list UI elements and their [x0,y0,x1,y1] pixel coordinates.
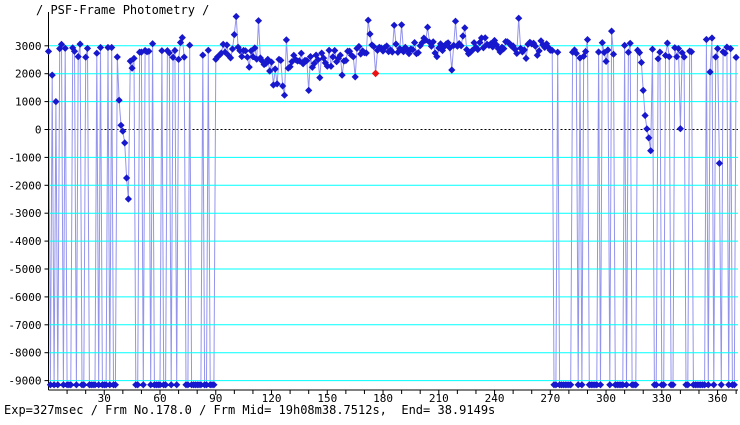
axes [48,12,738,391]
x-tick-label: 90 [209,392,222,405]
y-tick-label: -1000 [8,151,41,164]
current-frame-marker [371,69,380,78]
series-connecting-lines [48,16,737,386]
x-axis-tick-labels: 30 60 90 120 150 180 210 240 270 300 330 360 [98,392,728,405]
x-tick-label: 360 [708,392,728,405]
x-tick-label: 150 [317,392,337,405]
y-tick-label: -4000 [8,235,41,248]
y-tick-label: -7000 [8,319,41,332]
x-tick-label: 210 [429,392,449,405]
y-tick-label: -2000 [8,179,41,192]
y-tick-label: -8000 [8,347,41,360]
y-tick-label: -5000 [8,263,41,276]
y-tick-label: -3000 [8,207,41,220]
y-axis-tick-labels: 3000 2000 1000 0 -1000 -2000 -3000 -4000 -5000 -6… [8,40,49,388]
plot-title: / PSF-Frame Photometry / [36,3,210,17]
x-tick-label: 180 [373,392,393,405]
x-tick-label: 270 [540,392,560,405]
y-tick-label: 1000 [15,96,42,109]
x-tick-label: 330 [652,392,672,405]
x-tick-label: 120 [262,392,282,405]
y-tick-label: -9000 [8,375,41,388]
x-tick-label: 60 [153,392,166,405]
y-tick-label: -6000 [8,291,41,304]
y-tick-label: 0 [35,124,42,137]
y-tick-label: 3000 [15,40,42,53]
x-axis-ticks [66,390,737,395]
x-tick-label: 240 [485,392,505,405]
x-tick-label: 300 [596,392,616,405]
status-bar: Exp=327msec / Frm No.178.0 / Frm Mid= 19… [4,403,496,417]
x-tick-label: 30 [98,392,111,405]
y-tick-label: 2000 [15,68,42,81]
